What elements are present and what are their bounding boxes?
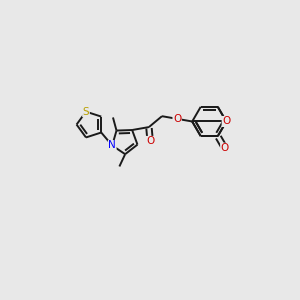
Text: O: O bbox=[220, 143, 229, 153]
Text: O: O bbox=[173, 114, 181, 124]
Text: N: N bbox=[108, 140, 116, 151]
Text: O: O bbox=[222, 116, 230, 127]
Text: S: S bbox=[83, 107, 89, 117]
Text: O: O bbox=[146, 136, 154, 146]
